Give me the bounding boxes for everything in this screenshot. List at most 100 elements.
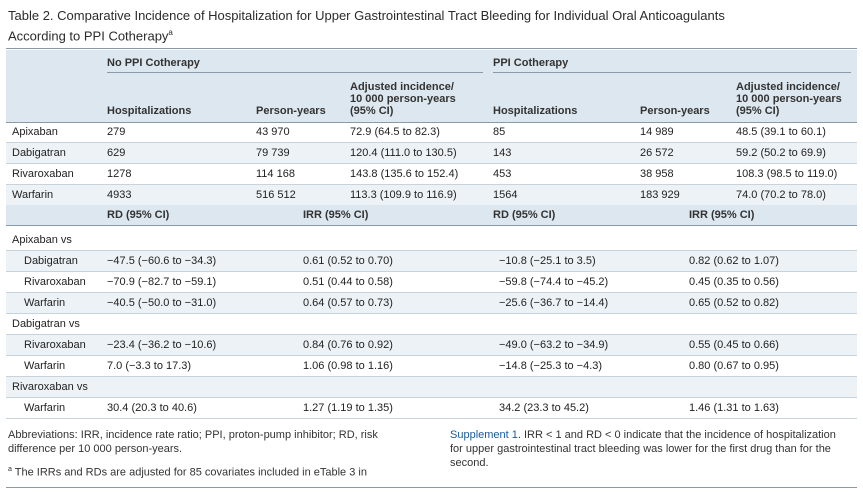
comparison-group-label: Dabigatran vs — [6, 314, 857, 335]
row-rd: −47.5 (−60.6 to −34.3) — [107, 255, 217, 267]
row-person-years-ppi: 38 958 — [640, 168, 674, 180]
table-row: Warfarin 30.4 (20.3 to 40.6) 1.27 (1.19 … — [6, 398, 857, 419]
col-header-person-years-ppi: Person-years — [640, 105, 710, 117]
row-irr: 1.27 (1.19 to 1.35) — [303, 402, 393, 414]
title-line-1: Table 2. Comparative Incidence of Hospit… — [8, 8, 725, 23]
row-hospitalizations: 629 — [107, 147, 126, 159]
row-rd: −70.9 (−82.7 to −59.1) — [107, 276, 217, 288]
footnote-a-marker: a — [8, 466, 12, 473]
group-header-ppi: PPI Cotherapy — [493, 57, 569, 69]
row-incidence-ppi: 108.3 (98.5 to 119.0) — [736, 168, 838, 180]
col-header-person-years: Person-years — [256, 105, 326, 117]
row-hospitalizations-ppi: 1564 — [493, 189, 518, 201]
table-row: Warfarin 7.0 (−3.3 to 17.3) 1.06 (0.98 t… — [6, 356, 857, 377]
comparison-label: Dabigatran vs — [12, 318, 80, 330]
row-drug: Warfarin — [24, 297, 66, 309]
row-person-years: 114 168 — [256, 168, 295, 180]
row-hospitalizations-ppi: 453 — [493, 168, 512, 180]
row-person-years-ppi: 183 929 — [640, 189, 680, 201]
row-irr-ppi: 0.80 (0.67 to 0.95) — [689, 360, 779, 372]
row-rd-ppi: −10.8 (−25.1 to 3.5) — [499, 255, 596, 267]
col-header-hospitalizations: Hospitalizations — [107, 105, 192, 117]
subheader-rd: RD (95% CI) — [107, 209, 170, 221]
table-row: Rivaroxaban −70.9 (−82.7 to −59.1) 0.51 … — [6, 272, 857, 293]
row-hospitalizations: 4933 — [107, 189, 132, 201]
supplement-link[interactable]: Supplement 1 — [450, 429, 518, 441]
row-incidence: 120.4 (111.0 to 130.5) — [350, 147, 457, 159]
col-header-hospitalizations-ppi: Hospitalizations — [493, 105, 578, 117]
row-irr-ppi: 1.46 (1.31 to 1.63) — [689, 402, 779, 414]
row-rd: 7.0 (−3.3 to 17.3) — [107, 360, 192, 372]
col-header-incidence-ppi-line2: 10 000 person-years — [736, 93, 842, 105]
col-header-incidence-ppi: Adjusted incidence/ 10 000 person-years … — [736, 81, 842, 117]
row-rd: −40.5 (−50.0 to −31.0) — [107, 297, 217, 309]
row-rd-ppi: 34.2 (23.3 to 45.2) — [499, 402, 589, 414]
row-drug: Rivaroxaban — [24, 339, 86, 351]
row-incidence: 113.3 (109.9 to 116.9) — [350, 189, 457, 201]
comparison-subheader: RD (95% CI) IRR (95% CI) RD (95% CI) IRR… — [6, 205, 857, 226]
table-row: Dabigatran 629 79 739 120.4 (111.0 to 13… — [6, 143, 857, 164]
table-bottom-rule — [6, 487, 857, 488]
group-rule-no-ppi — [107, 72, 483, 73]
row-hospitalizations-ppi: 143 — [493, 147, 512, 159]
row-drug: Dabigatran — [12, 147, 66, 159]
col-header-incidence-line3: (95% CI) — [350, 105, 394, 117]
footnote-a-text: The IRRs and RDs are adjusted for 85 cov… — [11, 466, 367, 479]
row-hospitalizations: 1278 — [107, 168, 132, 180]
row-irr-ppi: 0.65 (0.52 to 0.82) — [689, 297, 779, 309]
comparison-group-label: Rivaroxaban vs — [6, 377, 857, 398]
row-irr-ppi: 0.55 (0.45 to 0.66) — [689, 339, 779, 351]
table-row: Apixaban 279 43 970 72.9 (64.5 to 82.3) … — [6, 122, 857, 143]
row-incidence-ppi: 48.5 (39.1 to 60.1) — [736, 126, 826, 138]
row-rd: 30.4 (20.3 to 40.6) — [107, 402, 197, 414]
col-header-incidence-line1: Adjusted incidence/ — [350, 81, 454, 93]
col-header-incidence: Adjusted incidence/ 10 000 person-years … — [350, 81, 456, 117]
group-header-no-ppi: No PPI Cotherapy — [107, 57, 200, 69]
row-person-years-ppi: 26 572 — [640, 147, 674, 159]
col-header-incidence-line2: 10 000 person-years — [350, 93, 456, 105]
subheader-irr-ppi: IRR (95% CI) — [689, 209, 755, 221]
comparison-label: Apixaban vs — [12, 234, 72, 246]
row-drug: Warfarin — [12, 189, 54, 201]
row-drug: Dabigatran — [24, 255, 78, 267]
subheader-irr: IRR (95% CI) — [303, 209, 369, 221]
row-irr-ppi: 0.82 (0.62 to 1.07) — [689, 255, 779, 267]
title-line-2: According to PPI Cotherapy — [8, 28, 169, 44]
row-incidence: 143.8 (135.6 to 152.4) — [350, 168, 459, 180]
row-incidence-ppi: 74.0 (70.2 to 78.0) — [736, 189, 826, 201]
row-rd-ppi: −14.8 (−25.3 to −4.3) — [499, 360, 603, 372]
row-person-years: 43 970 — [256, 126, 290, 138]
row-drug: Rivaroxaban — [12, 168, 74, 180]
row-irr: 0.51 (0.44 to 0.58) — [303, 276, 393, 288]
title-footnote-marker: a — [168, 28, 173, 37]
row-drug: Apixaban — [12, 126, 58, 138]
footnote-abbreviations: Abbreviations: IRR, incidence rate ratio… — [8, 429, 378, 455]
row-rd-ppi: −59.8 (−74.4 to −45.2) — [499, 276, 609, 288]
table-row: Dabigatran −47.5 (−60.6 to −34.3) 0.61 (… — [6, 251, 857, 272]
row-drug: Warfarin — [24, 360, 66, 372]
row-person-years: 516 512 — [256, 189, 296, 201]
row-irr: 0.84 (0.76 to 0.92) — [303, 339, 393, 351]
row-incidence: 72.9 (64.5 to 82.3) — [350, 126, 440, 138]
comparison-label: Rivaroxaban vs — [12, 381, 88, 393]
row-irr-ppi: 0.45 (0.35 to 0.56) — [689, 276, 779, 288]
row-hospitalizations: 279 — [107, 126, 126, 138]
row-hospitalizations-ppi: 85 — [493, 126, 506, 138]
row-irr: 1.06 (0.98 to 1.16) — [303, 360, 393, 372]
col-header-incidence-ppi-line3: (95% CI) — [736, 105, 780, 117]
row-irr: 0.64 (0.57 to 0.73) — [303, 297, 393, 309]
col-header-incidence-ppi-line1: Adjusted incidence/ — [736, 81, 840, 93]
row-irr: 0.61 (0.52 to 0.70) — [303, 255, 393, 267]
table-row: Warfarin −40.5 (−50.0 to −31.0) 0.64 (0.… — [6, 293, 857, 314]
footnote-continued-text: . IRR < 1 and RD < 0 indicate that the i… — [450, 429, 836, 469]
table-row: Warfarin 4933 516 512 113.3 (109.9 to 11… — [6, 185, 857, 206]
table-title: Table 2. Comparative Incidence of Hospit… — [8, 7, 848, 44]
group-rule-ppi — [493, 72, 851, 73]
table-header: No PPI Cotherapy PPI Cotherapy Hospitali… — [6, 50, 857, 123]
row-drug: Rivaroxaban — [24, 276, 86, 288]
footnote-a: a The IRRs and RDs are adjusted for 85 c… — [8, 463, 428, 480]
row-rd-ppi: −25.6 (−36.7 to −14.4) — [499, 297, 609, 309]
row-person-years: 79 739 — [256, 147, 290, 159]
comparison-group-label: Apixaban vs — [6, 230, 857, 251]
row-person-years-ppi: 14 989 — [640, 126, 674, 138]
